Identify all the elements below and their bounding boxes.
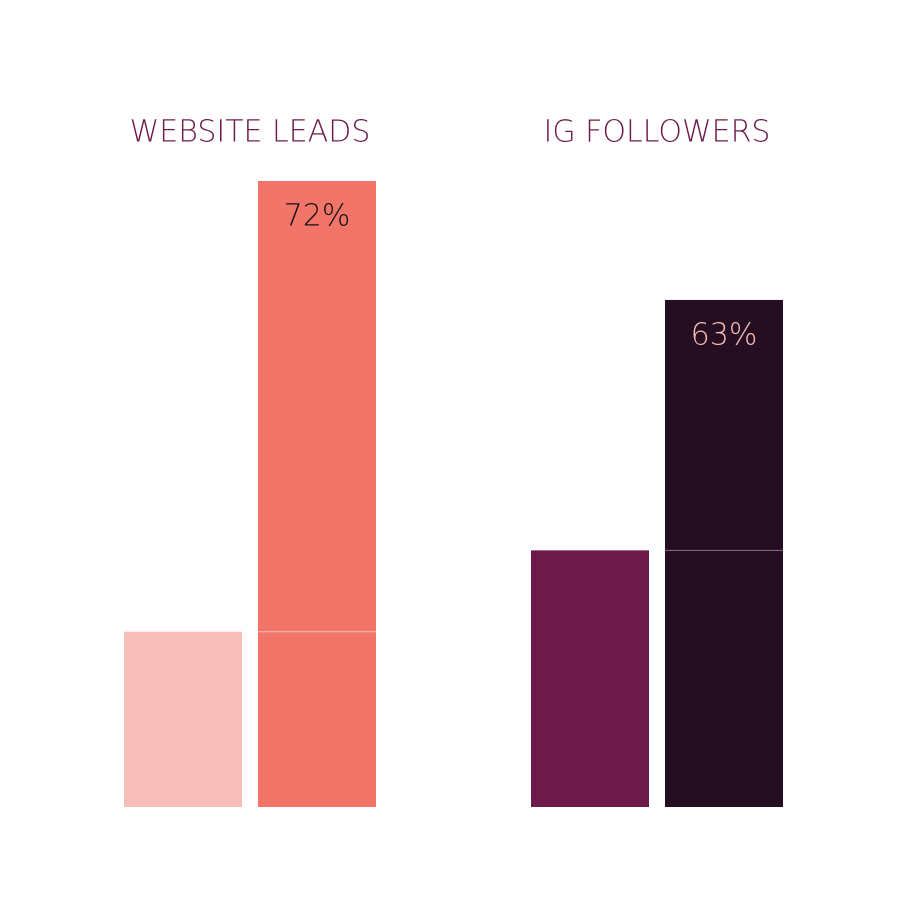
panel-title: IG FOLLOWERS bbox=[544, 115, 771, 150]
bar bbox=[531, 550, 649, 807]
change-label: 63% bbox=[691, 317, 758, 352]
bar bbox=[665, 299, 783, 807]
bar bbox=[124, 631, 242, 807]
bar bbox=[258, 181, 376, 807]
panel-title: WEBSITE LEADS bbox=[130, 115, 371, 150]
change-label: 72% bbox=[284, 199, 351, 234]
